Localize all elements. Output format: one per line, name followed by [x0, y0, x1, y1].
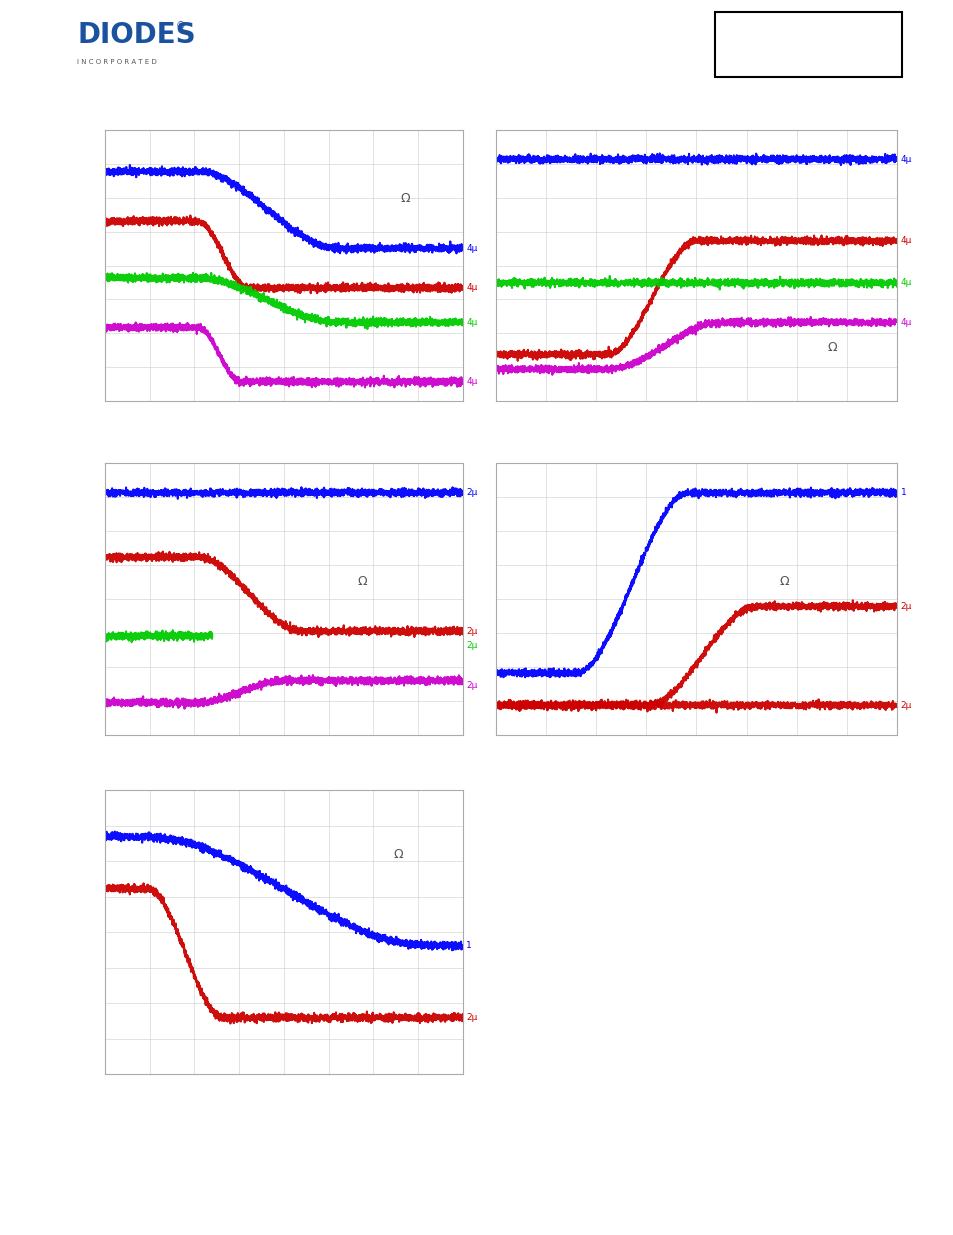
Text: Ω: Ω — [393, 848, 403, 862]
Text: Ω: Ω — [357, 576, 367, 588]
Text: 4μ: 4μ — [466, 317, 477, 327]
Text: 1: 1 — [900, 488, 905, 498]
Text: 4μ: 4μ — [466, 377, 477, 387]
Text: Ω: Ω — [779, 576, 788, 588]
Text: Ω: Ω — [827, 341, 837, 353]
Text: I N C O R P O R A T E D: I N C O R P O R A T E D — [77, 59, 157, 65]
Text: 2μ: 2μ — [466, 1013, 477, 1023]
Text: 1: 1 — [466, 941, 472, 950]
Text: 4μ: 4μ — [900, 154, 911, 164]
Text: 4μ: 4μ — [900, 317, 911, 327]
Text: 2μ: 2μ — [466, 626, 477, 636]
Text: 4μ: 4μ — [900, 236, 911, 246]
Text: 2μ: 2μ — [466, 641, 477, 651]
Text: 2μ: 2μ — [900, 700, 911, 710]
Text: 4μ: 4μ — [900, 278, 911, 288]
Text: DIODES: DIODES — [77, 21, 195, 49]
Text: Ω: Ω — [400, 193, 410, 205]
Text: 4μ: 4μ — [466, 243, 477, 253]
Text: 2μ: 2μ — [466, 488, 477, 498]
Text: 2μ: 2μ — [466, 680, 477, 690]
Text: ®: ® — [175, 21, 185, 31]
Text: 2μ: 2μ — [900, 601, 911, 611]
Text: 4μ: 4μ — [466, 283, 477, 293]
